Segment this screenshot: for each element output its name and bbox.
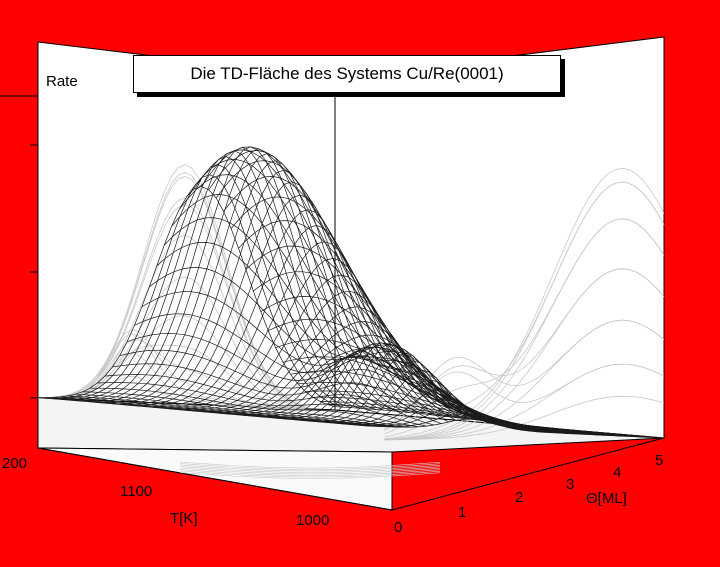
y-tick-label: 3 <box>566 476 574 493</box>
x-tick-label: 1100 <box>120 483 152 500</box>
y-tick-label: 4 <box>613 464 621 481</box>
x-axis-label: T[K] <box>170 510 198 527</box>
y-tick-label: 2 <box>515 489 523 506</box>
z-axis-label: Rate <box>46 73 78 90</box>
chart-title: Die TD-Fläche des Systems Cu/Re(0001) <box>133 55 561 93</box>
y-tick-label: 1 <box>458 504 466 521</box>
y-tick-label: 5 <box>655 452 663 469</box>
y-axis-label: Θ[ML] <box>586 490 627 507</box>
back-wall-right <box>335 37 664 438</box>
x-tick-label: 200 <box>2 455 27 472</box>
y-tick-label: 0 <box>394 519 402 536</box>
x-tick-label: 1000 <box>296 512 329 529</box>
